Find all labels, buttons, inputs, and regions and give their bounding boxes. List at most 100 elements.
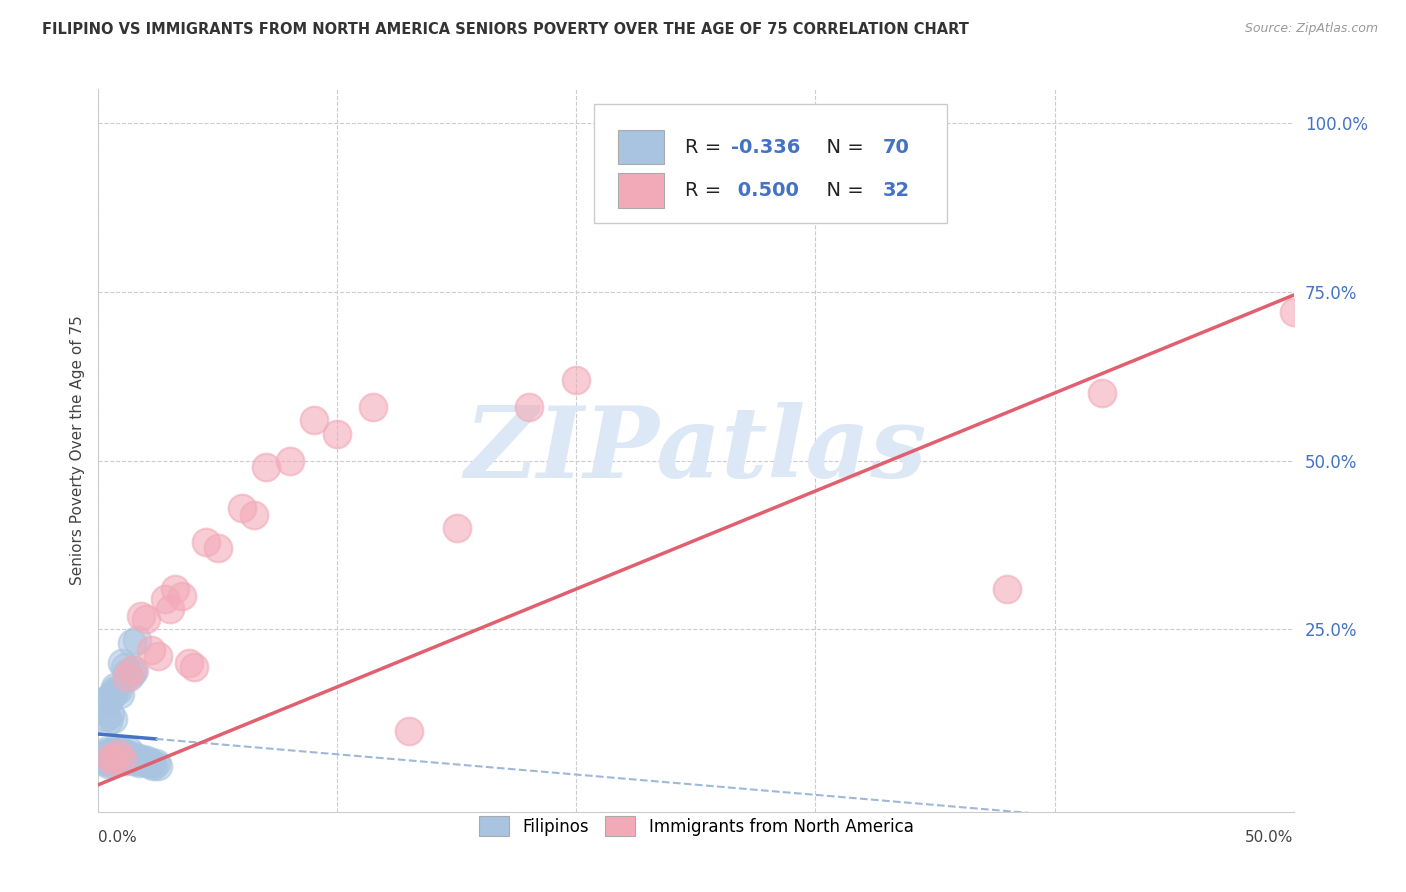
- Text: ZIPatlas: ZIPatlas: [465, 402, 927, 499]
- Point: [565, 373, 588, 387]
- Point: [101, 752, 124, 766]
- Point: [1282, 305, 1305, 319]
- Point: [108, 747, 131, 762]
- Point: [101, 712, 124, 726]
- Point: [278, 453, 301, 467]
- Point: [159, 602, 181, 616]
- Point: [148, 759, 170, 773]
- Point: [138, 754, 160, 768]
- FancyBboxPatch shape: [595, 103, 948, 223]
- Point: [207, 541, 229, 556]
- Point: [94, 710, 117, 724]
- Point: [114, 659, 136, 673]
- Point: [108, 750, 131, 764]
- Point: [91, 754, 114, 768]
- Point: [115, 747, 138, 762]
- Point: [139, 642, 162, 657]
- Point: [101, 748, 124, 763]
- Point: [118, 744, 141, 758]
- Point: [108, 754, 131, 768]
- Point: [115, 666, 138, 681]
- Y-axis label: Seniors Poverty Over the Age of 75: Seniors Poverty Over the Age of 75: [69, 316, 84, 585]
- Point: [121, 636, 143, 650]
- Point: [118, 670, 141, 684]
- Point: [183, 659, 205, 673]
- Text: 50.0%: 50.0%: [1246, 830, 1294, 845]
- Point: [101, 687, 124, 701]
- Point: [398, 723, 420, 738]
- Point: [111, 749, 134, 764]
- Point: [145, 756, 167, 770]
- Point: [107, 744, 129, 758]
- Point: [104, 754, 127, 768]
- Point: [97, 757, 120, 772]
- Point: [118, 749, 141, 764]
- Text: 0.500: 0.500: [731, 181, 799, 200]
- Text: FILIPINO VS IMMIGRANTS FROM NORTH AMERICA SENIORS POVERTY OVER THE AGE OF 75 COR: FILIPINO VS IMMIGRANTS FROM NORTH AMERIC…: [42, 22, 969, 37]
- Point: [132, 752, 155, 766]
- Point: [111, 744, 134, 758]
- Point: [125, 750, 148, 764]
- Point: [101, 744, 124, 758]
- Point: [115, 670, 138, 684]
- Text: 0.0%: 0.0%: [98, 830, 138, 845]
- Point: [107, 749, 129, 764]
- Text: N =: N =: [814, 137, 870, 156]
- Text: Source: ZipAtlas.com: Source: ZipAtlas.com: [1244, 22, 1378, 36]
- Point: [114, 754, 136, 768]
- Point: [139, 757, 162, 772]
- Point: [121, 750, 143, 764]
- Point: [142, 759, 165, 773]
- Point: [97, 693, 120, 707]
- Point: [131, 754, 153, 768]
- Point: [91, 747, 114, 762]
- Point: [363, 400, 385, 414]
- Point: [121, 666, 143, 681]
- Point: [97, 714, 120, 728]
- Point: [107, 683, 129, 698]
- Point: [254, 460, 277, 475]
- Point: [104, 747, 127, 762]
- Point: [517, 400, 540, 414]
- Point: [125, 632, 148, 647]
- Point: [131, 608, 153, 623]
- Point: [111, 752, 134, 766]
- Point: [97, 754, 120, 768]
- Point: [107, 752, 129, 766]
- FancyBboxPatch shape: [619, 129, 664, 164]
- Point: [128, 756, 150, 770]
- Point: [148, 649, 170, 664]
- Point: [302, 413, 325, 427]
- Point: [163, 582, 186, 596]
- Point: [124, 663, 146, 677]
- Point: [115, 752, 138, 766]
- Point: [107, 747, 129, 762]
- Text: N =: N =: [814, 181, 870, 200]
- Point: [111, 752, 134, 766]
- Point: [94, 752, 117, 766]
- Point: [124, 752, 146, 766]
- Point: [128, 752, 150, 766]
- Point: [101, 754, 124, 768]
- Point: [98, 690, 122, 704]
- Point: [94, 744, 117, 758]
- Point: [995, 582, 1018, 596]
- Point: [155, 592, 177, 607]
- Point: [98, 750, 122, 764]
- Point: [121, 754, 143, 768]
- Point: [326, 426, 349, 441]
- Point: [111, 656, 134, 670]
- Text: R =: R =: [685, 137, 728, 156]
- Point: [98, 747, 122, 762]
- Point: [108, 687, 131, 701]
- Text: -0.336: -0.336: [731, 137, 800, 156]
- Point: [90, 750, 112, 764]
- Point: [195, 534, 218, 549]
- Point: [94, 749, 117, 764]
- Text: 70: 70: [883, 137, 910, 156]
- Point: [97, 750, 120, 764]
- FancyBboxPatch shape: [619, 173, 664, 208]
- Point: [135, 612, 157, 626]
- Point: [243, 508, 266, 522]
- Point: [98, 756, 122, 770]
